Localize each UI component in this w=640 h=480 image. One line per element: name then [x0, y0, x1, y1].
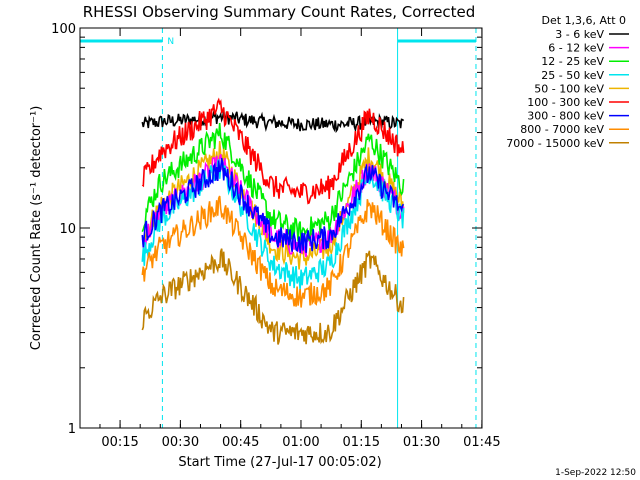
y-tick-label-2: 100	[51, 22, 76, 37]
y-tick-label-1: 10	[59, 222, 76, 237]
legend-label-4: 50 - 100 keV	[534, 82, 604, 95]
x-axis: 00:15 00:30 00:45 01:00 01:15 01:30 01:45	[99, 28, 501, 450]
legend-label-3: 25 - 50 keV	[541, 69, 604, 82]
legend-label-6: 300 - 800 keV	[527, 110, 604, 123]
legend-label-2: 12 - 25 keV	[541, 55, 604, 68]
x-tick-label-2: 00:45	[222, 435, 259, 450]
x-axis-label: Start Time (27-Jul-17 00:05:02)	[178, 455, 381, 470]
chart-title: RHESSI Observing Summary Count Rates, Co…	[83, 3, 476, 21]
x-tick-label-4: 01:15	[343, 435, 380, 450]
series-group	[141, 97, 405, 345]
date-stamp: 1-Sep-2022 12:50	[555, 468, 636, 478]
series-line-5	[141, 97, 405, 205]
legend-header: Det 1,3,6, Att 0	[542, 14, 626, 27]
legend-label-7: 800 - 7000 keV	[520, 123, 604, 136]
series-line-2	[141, 123, 405, 243]
legend-label-5: 100 - 300 keV	[527, 96, 604, 109]
legend-label-8: 7000 - 15000 keV	[506, 137, 604, 150]
x-tick-label-0: 00:15	[101, 435, 138, 450]
legend-label-0: 3 - 6 keV	[555, 28, 604, 41]
series-line-6	[141, 157, 405, 254]
y-axis-label: Corrected Count Rate (s⁻¹ detector⁻¹)	[29, 106, 44, 351]
series-line-8	[141, 248, 405, 345]
y-axis: 1 10 100	[51, 22, 482, 437]
series-line-4	[142, 140, 405, 270]
x-tick-label-5: 01:30	[403, 435, 440, 450]
legend-label-1: 6 - 12 keV	[548, 42, 604, 55]
x-tick-label-3: 01:00	[282, 435, 319, 450]
night-label-0: N	[167, 37, 174, 47]
y-tick-label-0: 1	[68, 422, 76, 437]
series-line-7	[141, 195, 405, 308]
x-tick-label-1: 00:30	[162, 435, 199, 450]
series-line-0	[141, 109, 405, 134]
x-tick-label-6: 01:45	[463, 435, 500, 450]
